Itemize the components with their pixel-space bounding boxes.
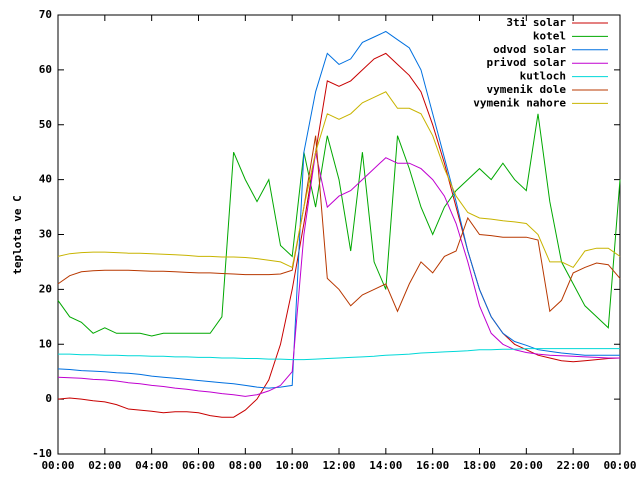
x-tick-label: 02:00 xyxy=(88,459,121,472)
y-tick-label: 20 xyxy=(39,282,52,295)
series-line xyxy=(57,135,621,313)
series-line xyxy=(58,348,620,361)
x-tick-label: 20:00 xyxy=(510,459,543,472)
x-tick-label: 10:00 xyxy=(276,459,309,472)
x-tick-label: 00:00 xyxy=(41,459,74,472)
y-axis-label: teplota ve C xyxy=(11,195,24,274)
legend-label: kotel xyxy=(533,29,566,42)
x-tick-label: 18:00 xyxy=(463,459,496,472)
series-line xyxy=(57,113,621,337)
x-tick-label: 22:00 xyxy=(557,459,590,472)
legend-label: vymenik nahore xyxy=(473,96,566,109)
y-tick-label: 70 xyxy=(39,8,52,21)
legend-label: kutloch xyxy=(520,70,566,83)
x-tick-label: 14:00 xyxy=(369,459,402,472)
legend-label: vymenik dole xyxy=(487,83,567,96)
x-tick-label: 04:00 xyxy=(135,459,168,472)
y-tick-label: 10 xyxy=(39,337,52,350)
y-tick-label: 30 xyxy=(39,228,52,241)
y-tick-label: 50 xyxy=(39,118,52,131)
x-tick-label: 06:00 xyxy=(182,459,215,472)
y-tick-label: 0 xyxy=(45,392,52,405)
legend-label: 3ti solar xyxy=(506,16,566,29)
y-tick-label: -10 xyxy=(32,447,52,460)
legend-label: odvod solar xyxy=(493,43,566,56)
series-line xyxy=(57,52,621,418)
series-line xyxy=(57,91,621,269)
x-tick-label: 08:00 xyxy=(229,459,262,472)
x-tick-label: 12:00 xyxy=(322,459,355,472)
y-tick-label: 60 xyxy=(39,63,52,76)
series-line xyxy=(57,152,620,397)
x-tick-label: 00:00 xyxy=(603,459,636,472)
legend-label: privod solar xyxy=(487,56,567,69)
x-tick-label: 16:00 xyxy=(416,459,449,472)
series-line xyxy=(57,30,620,389)
y-tick-label: 40 xyxy=(39,173,52,186)
